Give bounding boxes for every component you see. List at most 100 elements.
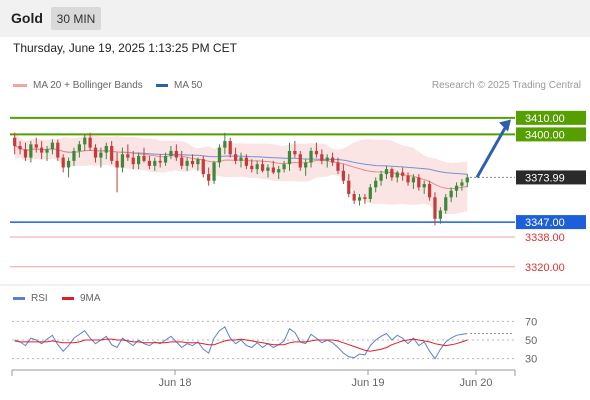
candle-body — [158, 160, 162, 163]
x-tick-label: Jun 20 — [459, 377, 492, 389]
ma9-swatch-icon — [62, 297, 74, 300]
candle — [185, 157, 189, 171]
candle — [401, 167, 405, 181]
candle-body — [77, 144, 81, 151]
candle — [304, 159, 308, 176]
candle — [66, 157, 71, 178]
candle-body — [29, 144, 33, 158]
candle-body — [298, 154, 302, 168]
candle — [104, 142, 108, 160]
candle — [169, 145, 173, 160]
candle-body — [169, 150, 173, 156]
candle — [363, 193, 367, 204]
candle-body — [196, 159, 200, 165]
candle — [390, 167, 394, 181]
candle-body — [255, 164, 259, 170]
instrument-name: Gold — [11, 10, 43, 26]
candle-body — [325, 157, 329, 161]
candle — [347, 174, 351, 198]
candle-body — [330, 157, 335, 163]
level-label-target: 3338.00 — [525, 232, 565, 244]
candle-body — [40, 147, 44, 153]
candle — [277, 165, 281, 180]
level-label-bg — [516, 170, 586, 185]
candle — [228, 137, 232, 158]
candle — [357, 193, 362, 206]
candle-body — [341, 170, 345, 181]
candle — [341, 164, 345, 185]
candle-body — [433, 197, 437, 219]
candle — [422, 180, 426, 194]
candle-body — [72, 150, 76, 161]
candle — [29, 141, 33, 163]
candle — [244, 154, 249, 170]
candle — [180, 150, 184, 170]
candle — [163, 152, 168, 166]
candle-body — [250, 165, 254, 170]
candle — [406, 172, 410, 186]
level-label-target: 3320.00 — [525, 262, 565, 274]
candle — [18, 141, 22, 155]
candle-body — [115, 160, 119, 168]
candle-body — [56, 142, 60, 158]
level-label-text: 3410.00 — [525, 113, 565, 125]
candle-body — [120, 154, 125, 168]
ma50-legend-label: MA 50 — [174, 80, 203, 91]
candle — [352, 190, 356, 204]
candle — [142, 147, 146, 163]
candle — [260, 159, 265, 173]
candle — [438, 207, 442, 224]
candle-body — [357, 197, 362, 201]
candle-body — [223, 141, 227, 148]
candle-body — [266, 167, 270, 171]
ma50-legend: MA 50 — [156, 80, 202, 91]
forecast-arrow-head-icon — [499, 119, 511, 132]
rsi-legend-label: RSI — [31, 293, 48, 304]
candle-body — [180, 157, 184, 166]
candle — [444, 193, 448, 214]
candle — [99, 147, 103, 168]
candle — [93, 144, 98, 163]
rsi-tick-label: 30 — [525, 354, 537, 366]
candle — [233, 147, 238, 165]
candle — [23, 142, 28, 161]
candle — [379, 170, 383, 186]
candle — [56, 139, 60, 161]
ma50-swatch-icon — [156, 84, 168, 87]
candle — [196, 157, 200, 171]
candle — [325, 154, 329, 168]
candle-body — [368, 187, 372, 199]
candle — [368, 184, 372, 203]
timeframe-button[interactable]: 30 MIN — [51, 7, 101, 30]
candle-body — [422, 184, 426, 188]
candle — [40, 141, 44, 160]
level-label-text: 3373.99 — [525, 172, 565, 184]
candle-body — [390, 169, 394, 178]
bollinger-legend-label: MA 20 + Bollinger Bands — [33, 80, 143, 91]
candle-body — [93, 147, 98, 158]
candle — [433, 192, 437, 226]
level-label-support: 3347.00 — [516, 215, 586, 230]
candle-body — [88, 137, 92, 148]
candle — [395, 170, 399, 183]
candle — [158, 154, 162, 168]
candle-body — [50, 142, 55, 150]
candle — [212, 160, 216, 185]
candle-body — [190, 160, 195, 165]
candle — [314, 142, 319, 158]
candle — [336, 157, 340, 175]
candle — [147, 155, 152, 170]
candle-body — [217, 147, 222, 163]
level-label-current: 3373.99 — [516, 170, 586, 185]
rsi-legend: RSI — [13, 293, 48, 304]
candle — [417, 174, 421, 191]
candle-body — [427, 184, 432, 198]
rsi-swatch-icon — [13, 297, 25, 300]
candle-body — [277, 169, 281, 173]
candle — [427, 180, 432, 201]
level-label-text: 3400.00 — [525, 129, 565, 141]
copyright-text: Research © 2025 Trading Central — [431, 80, 581, 91]
candle — [45, 145, 49, 161]
candle — [77, 141, 81, 158]
